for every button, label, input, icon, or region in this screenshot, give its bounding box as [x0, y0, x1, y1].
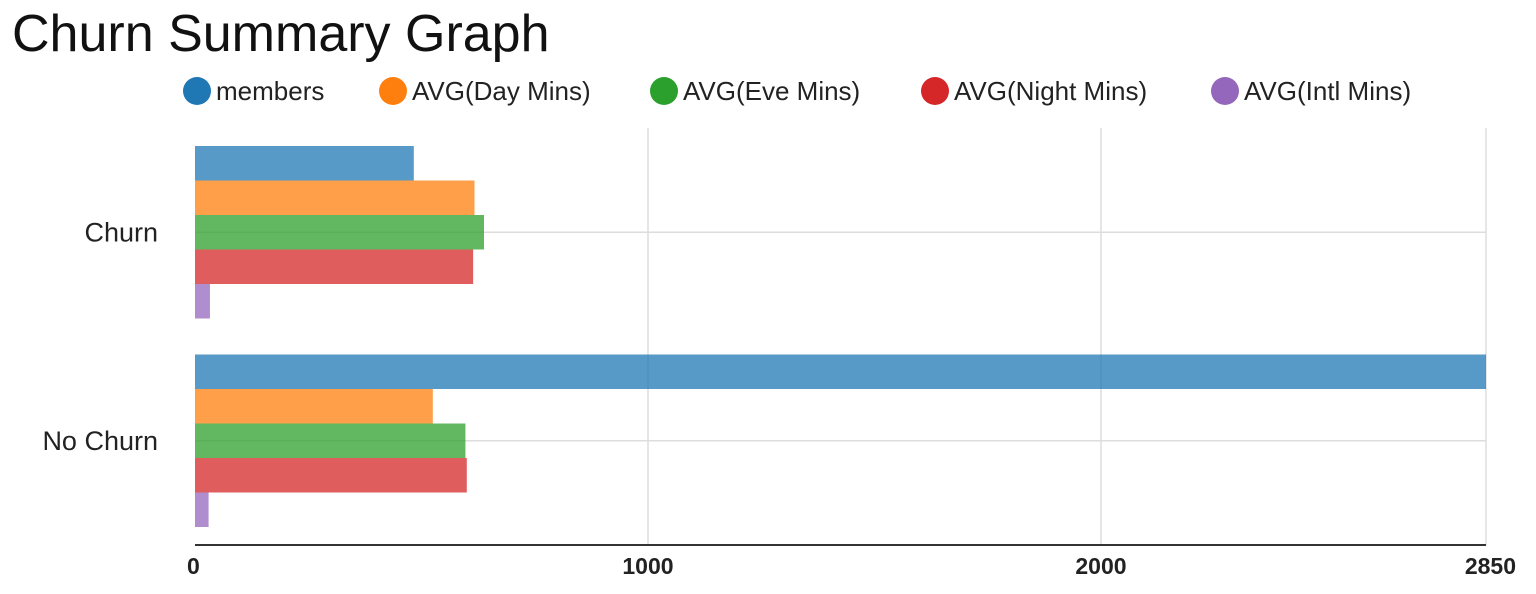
x-tick-label: 2850 — [1465, 553, 1516, 579]
legend: members AVG(Day Mins) AVG(Eve Mins) AVG(Nig… — [183, 76, 1411, 106]
legend-item: AVG(Night Mins) — [921, 76, 1147, 106]
legend-label: AVG(Night Mins) — [954, 76, 1147, 106]
legend-label: AVG(Eve Mins) — [683, 76, 860, 106]
legend-swatch — [921, 77, 949, 105]
legend-item: members — [183, 76, 324, 106]
x-axis: 0 1000 2000 2850 — [187, 544, 1516, 579]
x-tick-label: 0 — [187, 553, 200, 579]
bar — [195, 249, 474, 284]
category-labels: Churn No Churn — [42, 217, 158, 456]
category-label: No Churn — [42, 426, 158, 456]
chart-title: Churn Summary Graph — [12, 5, 550, 63]
x-tick-label: 1000 — [622, 553, 673, 579]
bar — [195, 215, 485, 250]
bar — [195, 458, 467, 493]
legend-swatch — [1211, 77, 1239, 105]
x-tick-label: 2000 — [1075, 553, 1126, 579]
legend-label: AVG(Day Mins) — [412, 76, 591, 106]
legend-item: AVG(Day Mins) — [379, 76, 591, 106]
bar — [195, 492, 209, 527]
legend-label: members — [216, 76, 324, 106]
legend-swatch — [183, 77, 211, 105]
legend-swatch — [379, 77, 407, 105]
bar-group — [195, 146, 485, 319]
legend-swatch — [650, 77, 678, 105]
bar — [195, 284, 210, 319]
bar-group — [195, 354, 1486, 527]
bar — [195, 180, 475, 215]
legend-item: AVG(Intl Mins) — [1211, 76, 1411, 106]
legend-item: AVG(Eve Mins) — [650, 76, 860, 106]
legend-label: AVG(Intl Mins) — [1244, 76, 1411, 106]
category-label: Churn — [84, 217, 158, 247]
bar — [195, 423, 466, 458]
bar — [195, 389, 433, 424]
bar — [195, 146, 414, 181]
bar — [195, 354, 1486, 389]
bars — [195, 146, 1486, 527]
